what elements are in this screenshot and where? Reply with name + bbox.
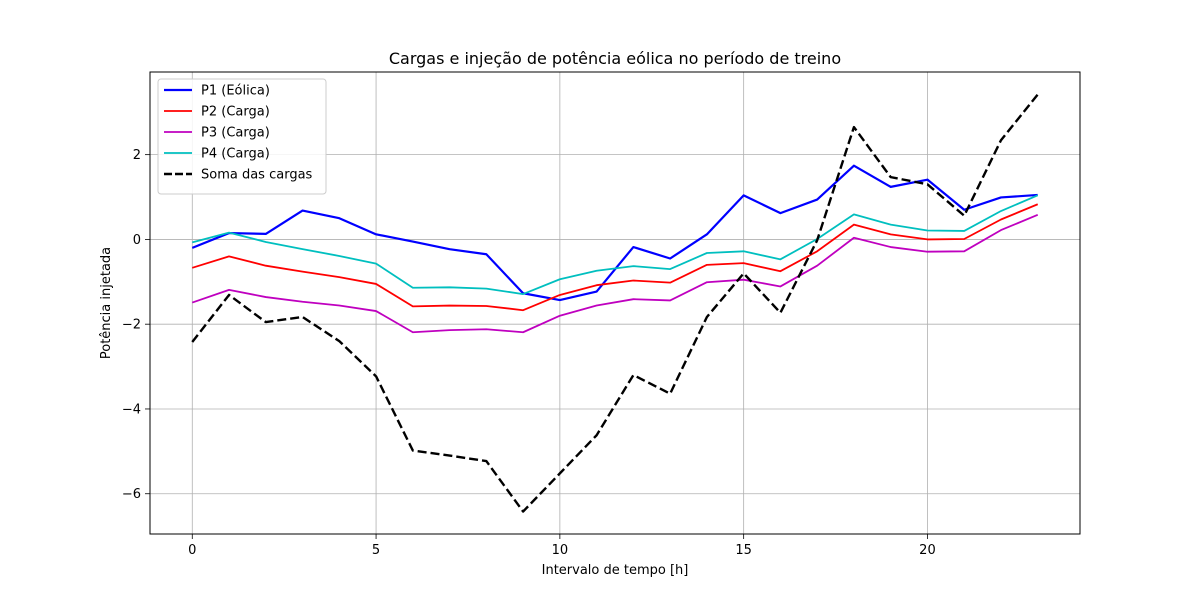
x-tick-label: 5 — [372, 543, 380, 558]
legend-label-3: P3 (Carga) — [201, 126, 270, 141]
chart-title: Cargas e injeção de potência eólica no p… — [389, 49, 841, 68]
y-axis-label: Potência injetada — [99, 247, 114, 359]
x-tick-label: 15 — [735, 543, 752, 558]
x-tick-label: 0 — [188, 543, 196, 558]
legend-label-1: P1 (Eólica) — [201, 84, 270, 99]
series-layer — [191, 93, 1039, 513]
series-line-4 — [192, 194, 1039, 296]
grid-layer — [150, 72, 1080, 534]
x-tick-label: 20 — [919, 543, 936, 558]
y-tick-label: −6 — [122, 487, 141, 502]
legend-label-4: P4 (Carga) — [201, 147, 270, 162]
series-line-3 — [191, 214, 1039, 334]
x-axis-label: Intervalo de tempo [h] — [542, 563, 689, 578]
y-tick-label: −2 — [122, 318, 141, 333]
legend-box — [157, 78, 327, 195]
y-ticks: −6 −4 −2 0 2 — [122, 148, 150, 502]
legend: P1 (Eólica) P2 (Carga) P3 (Carga) P4 (Carga… — [157, 78, 327, 195]
series-line-2 — [192, 203, 1039, 312]
legend-label-2: P2 (Carga) — [201, 105, 270, 120]
plot-frame — [149, 71, 1081, 535]
y-tick-label: 2 — [133, 148, 141, 163]
x-tick-label: 10 — [552, 543, 569, 558]
y-tick-label: −4 — [122, 402, 141, 417]
y-tick-label: 0 — [133, 233, 141, 248]
legend-label-5: Soma das cargas — [201, 168, 313, 183]
series-line-5 — [191, 93, 1039, 513]
x-ticks: 0 5 10 15 20 — [188, 534, 936, 558]
